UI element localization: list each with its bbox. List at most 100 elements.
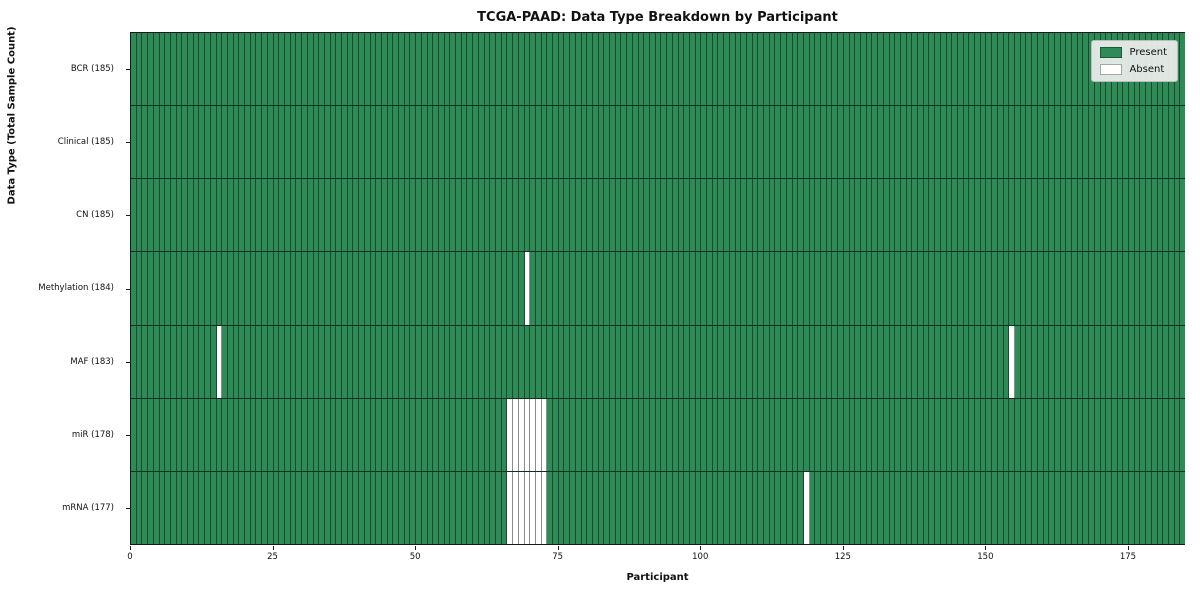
heatmap-cell [193, 398, 200, 471]
heatmap-cell [866, 398, 873, 471]
heatmap-cell [273, 33, 280, 106]
heatmap-cell [758, 106, 765, 179]
heatmap-cell [815, 179, 822, 252]
heatmap-cell [279, 33, 285, 106]
heatmap-cell [575, 33, 582, 106]
heatmap-cell [712, 252, 719, 325]
heatmap-cell [256, 106, 263, 179]
heatmap-cell [296, 252, 303, 325]
heatmap-cell [478, 398, 485, 471]
heatmap-cell [667, 252, 673, 325]
heatmap-cell [957, 179, 964, 252]
heatmap-cell [695, 106, 702, 179]
heatmap-cell [364, 325, 371, 398]
heatmap-cell [302, 179, 308, 252]
heatmap-cell [1123, 106, 1130, 179]
heatmap-cell [718, 106, 725, 179]
heatmap-cell [1117, 325, 1124, 398]
heatmap-cell [307, 252, 314, 325]
heatmap-cell [627, 33, 633, 106]
heatmap-cell [233, 471, 240, 544]
heatmap-cell [769, 106, 776, 179]
heatmap-cell [912, 33, 919, 106]
heatmap-cell [724, 325, 730, 398]
heatmap-cell [923, 252, 930, 325]
heatmap-cell [444, 471, 451, 544]
y-tick-mark [126, 141, 130, 143]
heatmap-cell [724, 471, 730, 544]
heatmap-cell [849, 33, 856, 106]
heatmap-cell [1168, 471, 1175, 544]
heatmap-cell [592, 252, 599, 325]
heatmap-cell [1106, 252, 1112, 325]
heatmap-cell [838, 252, 844, 325]
heatmap-cell [336, 106, 343, 179]
heatmap-cell [746, 471, 753, 544]
heatmap-cell [644, 179, 650, 252]
heatmap-cell [1094, 471, 1101, 544]
heatmap-cell [438, 325, 445, 398]
heatmap-cell [1180, 252, 1186, 325]
heatmap-cell [188, 179, 194, 252]
heatmap-cell [433, 398, 439, 471]
heatmap-cell [1077, 398, 1084, 471]
heatmap-cell [878, 471, 884, 544]
heatmap-cell [558, 33, 565, 106]
heatmap-cell [142, 106, 149, 179]
heatmap-cell [838, 33, 844, 106]
heatmap-cell [712, 471, 719, 544]
heatmap-cell [1168, 252, 1175, 325]
heatmap-cell [592, 179, 599, 252]
heatmap-cell [940, 33, 947, 106]
heatmap-cell [935, 33, 941, 106]
heatmap-cell [655, 398, 662, 471]
heatmap-cell [678, 106, 685, 179]
heatmap-cell [895, 471, 901, 544]
y-tick-label: Clinical (185) [57, 136, 114, 147]
heatmap-cell [649, 471, 656, 544]
heatmap-cell [821, 179, 827, 252]
heatmap-cell [735, 33, 742, 106]
heatmap-cell [575, 106, 582, 179]
heatmap-cell [581, 325, 588, 398]
heatmap-cell [490, 325, 496, 398]
heatmap-cell [1106, 106, 1112, 179]
heatmap-cell [684, 33, 690, 106]
heatmap-cell [1123, 398, 1130, 471]
heatmap-cell [501, 179, 508, 252]
heatmap-cell [735, 398, 742, 471]
heatmap-cell [1180, 179, 1186, 252]
heatmap-cell [302, 471, 308, 544]
heatmap-cell [821, 325, 827, 398]
heatmap-cell [963, 179, 970, 252]
heatmap-cell [912, 325, 919, 398]
heatmap-cell [364, 252, 371, 325]
heatmap-cell [792, 471, 799, 544]
heatmap-cell [718, 398, 725, 471]
heatmap-cell [741, 179, 747, 252]
heatmap-cell [376, 398, 382, 471]
heatmap-cell [1066, 252, 1073, 325]
heatmap-cell [992, 398, 998, 471]
heatmap-cell [290, 398, 297, 471]
heatmap-cell [632, 252, 639, 325]
heatmap-cell [250, 398, 257, 471]
heatmap-cell [918, 179, 924, 252]
heatmap-cell [992, 106, 998, 179]
heatmap-cell [245, 398, 251, 471]
heatmap-cell [342, 179, 348, 252]
heatmap-cell [957, 398, 964, 471]
heatmap-cell [250, 33, 257, 106]
heatmap-cell [980, 179, 987, 252]
heatmap-cell [284, 179, 291, 252]
heatmap-cell [832, 471, 839, 544]
heatmap-cell [1072, 471, 1078, 544]
heatmap-cell [159, 252, 166, 325]
heatmap-cell [296, 106, 303, 179]
heatmap-cell [826, 106, 833, 179]
heatmap-cell [444, 179, 451, 252]
heatmap-cell [661, 325, 668, 398]
heatmap-cell [513, 471, 519, 544]
heatmap-cell [535, 252, 542, 325]
heatmap-cell [735, 252, 742, 325]
